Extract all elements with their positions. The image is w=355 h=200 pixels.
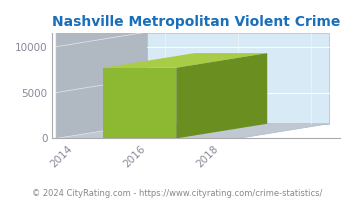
Polygon shape [56,33,147,138]
Polygon shape [103,53,267,68]
Polygon shape [103,68,176,138]
Title: Nashville Metropolitan Violent Crime: Nashville Metropolitan Violent Crime [52,15,340,29]
Text: © 2024 CityRating.com - https://www.cityrating.com/crime-statistics/: © 2024 CityRating.com - https://www.city… [32,189,323,198]
Polygon shape [147,33,329,124]
Polygon shape [176,53,267,138]
Polygon shape [56,124,329,138]
